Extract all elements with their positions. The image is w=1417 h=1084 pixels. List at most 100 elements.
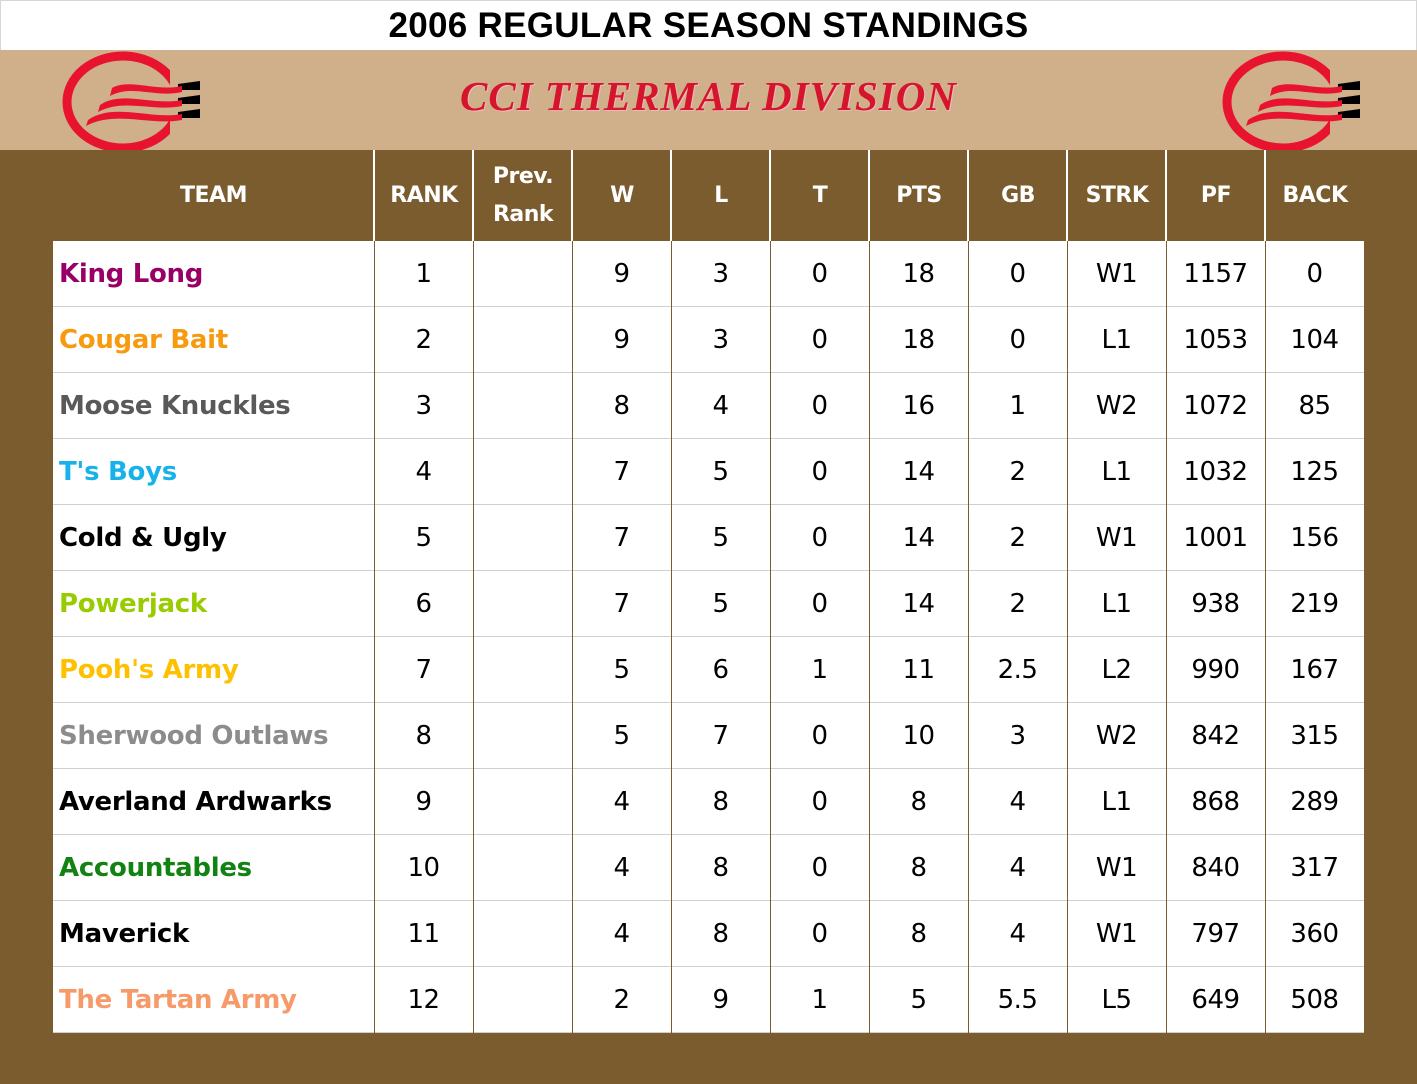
cell-gb: 4 [1009, 919, 1026, 949]
cell-team: King Long [59, 259, 204, 289]
cell-gb: 2 [1009, 589, 1026, 619]
cci-logo-icon [62, 50, 210, 150]
cell-strk: W1 [1095, 853, 1138, 883]
cell-team: Cougar Bait [59, 325, 228, 355]
cell-back: 104 [1290, 325, 1339, 355]
column-header-rank: RANK [390, 182, 458, 208]
cell-strk: L1 [1101, 787, 1132, 817]
cell-gb: 0 [1009, 325, 1026, 355]
column-divider [571, 150, 573, 241]
cell-w: 7 [613, 523, 630, 553]
cell-gb: 1 [1009, 391, 1026, 421]
cell-team: Maverick [59, 919, 190, 949]
cell-rank: 5 [415, 523, 432, 553]
cell-strk: L1 [1101, 457, 1132, 487]
cell-strk: L1 [1101, 589, 1132, 619]
cell-prev-rank [473, 835, 572, 901]
table-row: Cold & Ugly 5 7 5 0 14 2 W1 1001 156 [53, 505, 1364, 571]
table-row: Sherwood Outlaws 8 5 7 0 10 3 W2 842 315 [53, 703, 1364, 769]
cell-pf: 938 [1191, 589, 1240, 619]
column-divider [1066, 150, 1068, 241]
cell-pts: 8 [910, 919, 927, 949]
cell-l: 5 [712, 457, 729, 487]
cell-pts: 14 [902, 589, 935, 619]
cell-w: 4 [613, 787, 630, 817]
cell-t: 1 [811, 985, 828, 1015]
cell-rank: 6 [415, 589, 432, 619]
cell-rank: 10 [407, 853, 440, 883]
cell-strk: L2 [1101, 655, 1132, 685]
cell-t: 0 [811, 259, 828, 289]
cell-prev-rank [473, 373, 572, 439]
cell-team: Pooh's Army [59, 655, 239, 685]
title-bar: 2006 REGULAR SEASON STANDINGS [0, 0, 1417, 50]
standings-table: King Long 1 9 3 0 18 0 W1 1157 0 Cougar Bait 2 9 3 0 18… [53, 241, 1364, 1033]
cell-back: 167 [1290, 655, 1339, 685]
cell-t: 0 [811, 919, 828, 949]
cell-w: 7 [613, 589, 630, 619]
cell-prev-rank [473, 307, 572, 373]
cell-gb: 2.5 [997, 655, 1038, 685]
cell-rank: 3 [415, 391, 432, 421]
cell-t: 0 [811, 391, 828, 421]
cell-w: 8 [613, 391, 630, 421]
cell-back: 508 [1290, 985, 1339, 1015]
table-row: Maverick 11 4 8 0 8 4 W1 797 360 [53, 901, 1364, 967]
cell-team: T's Boys [59, 457, 177, 487]
cell-back: 156 [1290, 523, 1339, 553]
cell-t: 0 [811, 325, 828, 355]
cell-gb: 2 [1009, 523, 1026, 553]
cell-rank: 2 [415, 325, 432, 355]
cell-strk: W2 [1095, 391, 1138, 421]
cell-strk: L5 [1101, 985, 1132, 1015]
column-gridline [1265, 241, 1266, 1033]
column-divider [1264, 150, 1266, 241]
division-banner: CCI THERMAL DIVISION [0, 50, 1417, 150]
cell-prev-rank [473, 637, 572, 703]
cell-pf: 1157 [1183, 259, 1248, 289]
cell-pf: 1072 [1183, 391, 1248, 421]
table-header: TEAM RANK Prev. Rank W L T PTS GB STRK P… [0, 150, 1417, 241]
column-divider [472, 150, 474, 241]
column-header-t: T [812, 182, 828, 208]
cell-gb: 0 [1009, 259, 1026, 289]
cell-pf: 649 [1191, 985, 1240, 1015]
cell-pts: 8 [910, 787, 927, 817]
cell-l: 4 [712, 391, 729, 421]
cell-gb: 2 [1009, 457, 1026, 487]
cell-prev-rank [473, 241, 572, 307]
column-divider [373, 150, 375, 241]
column-divider [769, 150, 771, 241]
column-header-gb: GB [1001, 182, 1035, 208]
cell-t: 1 [811, 655, 828, 685]
cell-pf: 990 [1191, 655, 1240, 685]
cell-team: Cold & Ugly [59, 523, 227, 553]
cell-l: 7 [712, 721, 729, 751]
cell-rank: 7 [415, 655, 432, 685]
cell-gb: 3 [1009, 721, 1026, 751]
column-gridline [572, 241, 573, 1033]
cell-prev-rank [473, 703, 572, 769]
cell-pf: 797 [1191, 919, 1240, 949]
cell-pf: 1053 [1183, 325, 1248, 355]
cell-t: 0 [811, 853, 828, 883]
cell-rank: 9 [415, 787, 432, 817]
cell-pts: 18 [902, 325, 935, 355]
cell-prev-rank [473, 967, 572, 1033]
cell-pts: 18 [902, 259, 935, 289]
cell-back: 360 [1290, 919, 1339, 949]
cell-team: Sherwood Outlaws [59, 721, 329, 751]
cell-back: 0 [1306, 259, 1323, 289]
cell-t: 0 [811, 523, 828, 553]
table-row: Averland Ardwarks 9 4 8 0 8 4 L1 868 289 [53, 769, 1364, 835]
cell-gb: 4 [1009, 853, 1026, 883]
cell-prev-rank [473, 769, 572, 835]
cell-pts: 14 [902, 523, 935, 553]
cell-rank: 12 [407, 985, 440, 1015]
column-divider [1165, 150, 1167, 241]
cell-pts: 14 [902, 457, 935, 487]
column-divider [868, 150, 870, 241]
column-gridline [374, 241, 375, 1033]
table-row: Powerjack 6 7 5 0 14 2 L1 938 219 [53, 571, 1364, 637]
cell-pf: 842 [1191, 721, 1240, 751]
